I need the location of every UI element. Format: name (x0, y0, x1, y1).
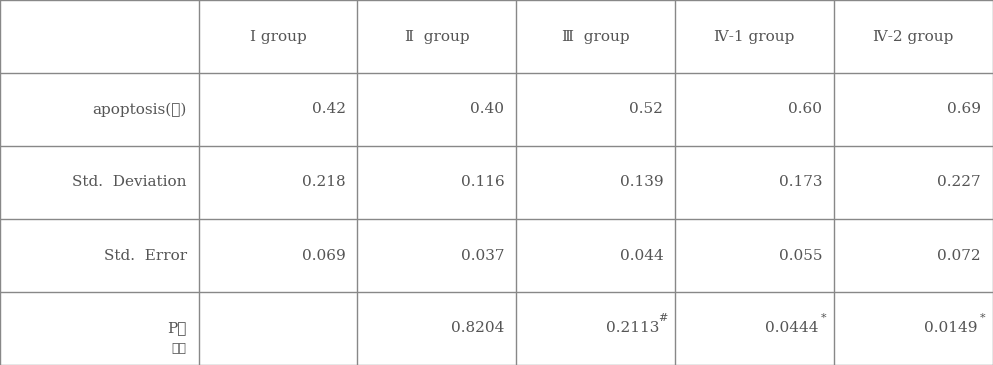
Text: Ⅳ-1 group: Ⅳ-1 group (715, 30, 794, 43)
Text: apoptosis(개): apoptosis(개) (92, 102, 187, 117)
Text: 0.069: 0.069 (302, 249, 346, 262)
Text: 0.69: 0.69 (947, 103, 981, 116)
Text: 0.60: 0.60 (788, 103, 822, 116)
Text: *: * (820, 312, 826, 323)
Text: 0.139: 0.139 (620, 176, 663, 189)
Text: 0.52: 0.52 (630, 103, 663, 116)
Text: I group: I group (249, 30, 307, 43)
Text: 0.116: 0.116 (461, 176, 504, 189)
Text: 0.8204: 0.8204 (451, 322, 504, 335)
Text: 0.218: 0.218 (302, 176, 346, 189)
Text: 0.0149: 0.0149 (923, 322, 977, 335)
Text: 0.40: 0.40 (471, 103, 504, 116)
Text: Std.  Error: Std. Error (103, 249, 187, 262)
Text: 비교: 비교 (172, 342, 187, 355)
Text: 0.173: 0.173 (779, 176, 822, 189)
Text: 0.0444: 0.0444 (765, 322, 818, 335)
Text: 0.227: 0.227 (937, 176, 981, 189)
Text: 0.2113: 0.2113 (606, 322, 659, 335)
Text: 0.055: 0.055 (779, 249, 822, 262)
Text: Std.  Deviation: Std. Deviation (72, 176, 187, 189)
Text: *: * (979, 312, 985, 323)
Text: 0.037: 0.037 (461, 249, 504, 262)
Text: Ⅳ-2 group: Ⅳ-2 group (874, 30, 953, 43)
Text: Ⅱ  group: Ⅱ group (404, 30, 470, 43)
Text: #: # (658, 312, 667, 323)
Text: 0.42: 0.42 (312, 103, 346, 116)
Text: P값: P값 (167, 322, 187, 335)
Text: 0.072: 0.072 (937, 249, 981, 262)
Text: Ⅲ  group: Ⅲ group (562, 30, 630, 43)
Text: 0.044: 0.044 (620, 249, 663, 262)
